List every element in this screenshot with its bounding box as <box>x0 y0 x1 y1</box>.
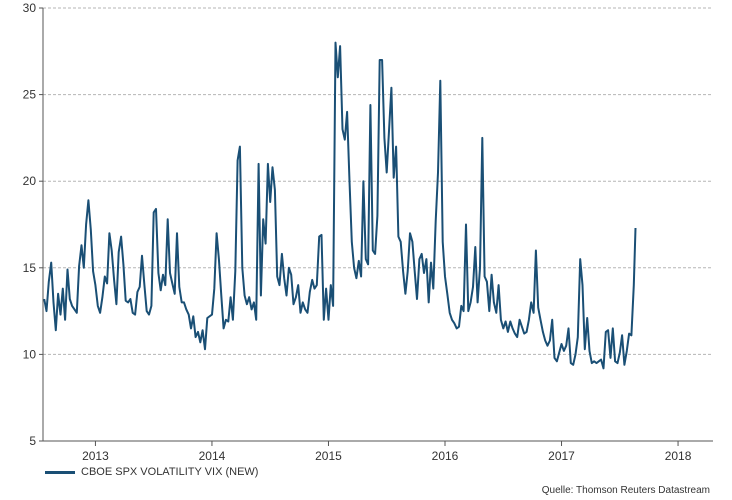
source-note: Quelle: Thomson Reuters Datastream <box>541 485 710 496</box>
y-tick-label: 20 <box>23 174 37 188</box>
x-tick-label: 2018 <box>665 449 692 463</box>
legend: CBOE SPX VOLATILITY VIX (NEW) <box>45 466 258 478</box>
x-tick-label: 2016 <box>432 449 459 463</box>
x-tick-label: 2017 <box>548 449 575 463</box>
x-axis-ticks: 2013 2014 2015 2016 2017 2018 <box>82 441 692 463</box>
legend-label: CBOE SPX VOLATILITY VIX (NEW) <box>81 466 259 478</box>
y-tick-label: 15 <box>23 261 37 275</box>
y-tick-label: 10 <box>23 347 37 361</box>
x-tick-label: 2015 <box>315 449 342 463</box>
series-group <box>43 41 637 370</box>
y-tick-label: 5 <box>29 434 36 448</box>
legend-swatch <box>45 470 75 474</box>
x-tick-label: 2013 <box>82 449 109 463</box>
x-tick-label: 2014 <box>199 449 226 463</box>
y-tick-label: 25 <box>23 88 37 102</box>
y-axis-ticks: 5 10 15 20 25 30 <box>23 1 43 448</box>
series-line <box>43 41 637 370</box>
y-tick-label: 30 <box>23 1 37 15</box>
